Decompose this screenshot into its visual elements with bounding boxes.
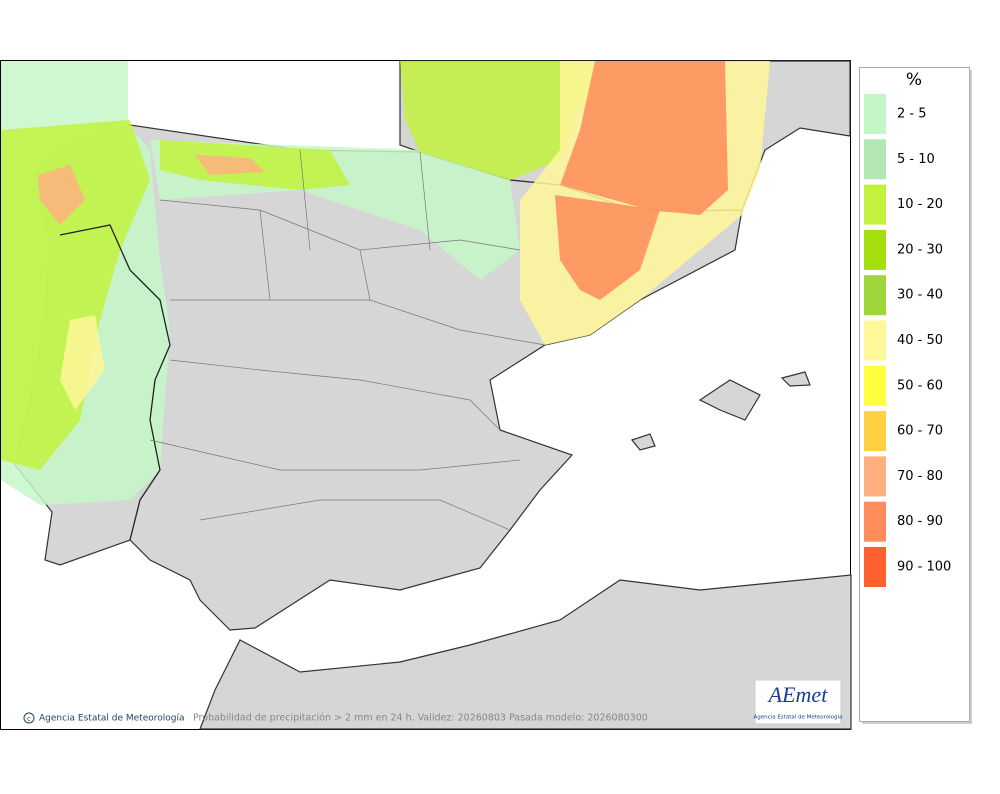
map: c Agencia Estatal de Meteorología Probab… xyxy=(0,60,852,730)
caption: Probabilidad de precipitación > 2 mm en … xyxy=(193,713,648,724)
legend-label: 60 - 70 xyxy=(897,424,943,439)
legend-label: 2 - 5 xyxy=(897,107,927,122)
africa xyxy=(199,574,852,730)
legend-swatch xyxy=(864,547,886,587)
precip-area xyxy=(38,165,85,225)
legend-label: 10 - 20 xyxy=(897,197,943,212)
legend-swatch xyxy=(864,501,886,542)
legend-swatch xyxy=(864,229,886,270)
legend-title: % xyxy=(906,70,922,90)
ibiza xyxy=(630,433,656,451)
legend-label: 70 - 80 xyxy=(897,469,943,484)
menorca xyxy=(780,371,811,387)
legend-label: 40 - 50 xyxy=(897,333,943,348)
precipitation xyxy=(1,61,770,505)
mallorca xyxy=(698,379,761,421)
legend-label: 50 - 60 xyxy=(897,378,943,393)
precip-area xyxy=(60,315,105,410)
legend: % 2 - 5 5 - 10 10 - 20 20 - 30 30 - 40 40 - 5… xyxy=(859,67,972,724)
logo: AEmet Agencia Estatal de Meteorología xyxy=(754,679,843,725)
logo-subtitle: Agencia Estatal de Meteorología xyxy=(754,714,843,721)
legend-swatch xyxy=(864,365,886,406)
precip-area xyxy=(560,61,728,215)
legend-label: 5 - 10 xyxy=(897,152,935,167)
legend-swatch xyxy=(864,94,886,134)
legend-label: 80 - 90 xyxy=(897,514,943,529)
precip-area xyxy=(195,155,265,175)
logo-box xyxy=(754,679,842,725)
legend-swatch xyxy=(864,139,886,180)
legend-swatch xyxy=(864,275,886,316)
copyright-c: c xyxy=(27,715,31,723)
logo-name: AEmet xyxy=(767,682,829,707)
precip-area xyxy=(555,195,660,300)
legend-label: 90 - 100 xyxy=(897,560,951,575)
legend-swatch xyxy=(864,320,886,361)
legend-label: 20 - 30 xyxy=(897,242,943,257)
legend-swatch xyxy=(864,411,886,452)
portugal-border xyxy=(59,224,171,541)
legend-swatch xyxy=(864,184,886,225)
precip-area xyxy=(1,120,150,470)
legend-swatch xyxy=(864,456,886,497)
copyright-icon xyxy=(23,712,35,724)
credit: c Agencia Estatal de Meteorología xyxy=(23,712,185,724)
precip-area xyxy=(400,61,600,180)
legend-label: 30 - 40 xyxy=(897,288,943,303)
region-borders xyxy=(149,149,546,531)
credit-text: Agencia Estatal de Meteorología xyxy=(39,714,185,724)
